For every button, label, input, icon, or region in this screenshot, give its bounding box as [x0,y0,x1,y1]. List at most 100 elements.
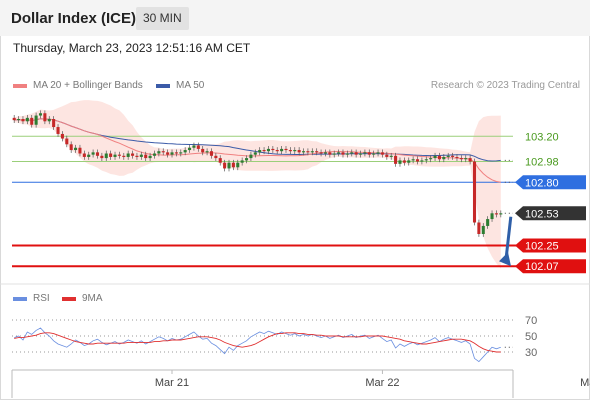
candle-body [332,153,336,155]
candle-body [30,117,34,125]
candle-body [280,148,284,152]
candle-body [389,155,393,157]
legend-rsi-ma-label: 9MA [82,293,103,304]
legend-ma20-label: MA 20 + Bollinger Bands [33,80,143,91]
candle-body [47,119,51,122]
candle-body [363,152,367,154]
candle-body [60,133,64,139]
candle-body [113,154,117,157]
header-bar: Dollar Index (ICE) 30 MIN [0,0,590,36]
legend-ma50: MA 50 [156,80,204,91]
candle-body [74,147,78,151]
candle-body [100,155,104,159]
candle-body [415,159,420,162]
candle-body [126,153,130,157]
candle-body [293,150,297,152]
level-label-103.20: 103.20 [525,131,559,143]
legend-rsi-ma: 9MA [62,293,103,304]
candle-body [407,160,411,163]
candle-body [174,152,178,154]
candle-body [218,158,222,163]
candle-body [275,150,279,152]
candle-body [91,152,95,155]
bollinger-band [14,100,501,269]
candle-body [12,117,16,121]
candle-body [468,158,472,162]
candle-body [21,119,25,122]
candle-body [323,152,327,154]
ma20-line [14,118,501,183]
price-tag-102.80 [515,175,586,190]
candle-body [442,156,446,160]
forecast-arrow-head [499,252,511,267]
candle-body [205,151,209,153]
candle-body [367,152,371,155]
candle-body [196,145,200,149]
candle-body [328,152,332,155]
candle-body [402,160,406,163]
rsi-tick-30: 30 [525,347,537,359]
candle-body [161,151,165,153]
rsi-tick-70: 70 [525,315,537,327]
candle-body [157,151,161,154]
candle-body [95,152,100,156]
candle-body [104,153,108,159]
candle-body [209,151,214,156]
candle-body [337,152,341,154]
candle-body [148,155,152,159]
level-label-102.98: 102.98 [525,157,559,169]
ma20-swatch [13,83,27,88]
candle-body [376,152,380,154]
candle-body [258,150,262,153]
candle-body [380,152,384,155]
candle-body [429,158,433,160]
candle-body [240,160,244,163]
candle-body [398,160,402,164]
candle-body [385,154,389,157]
chart-datetime: Thursday, March 23, 2023 12:51:16 AM CET [13,41,251,55]
x-label-Mar-21: Mar 21 [155,377,189,389]
candle-body [214,155,218,159]
candle-body [17,119,21,121]
candle-body [499,213,503,215]
candle-body [350,152,354,154]
candle-body [411,159,415,161]
candle-body [262,150,266,152]
instrument-title: Dollar Index (ICE) [11,10,137,27]
candle-body [52,119,56,128]
candle-body [166,152,170,155]
legend-ma50-label: MA 50 [176,80,205,91]
timeframe-badge[interactable]: 30 MIN [136,7,189,30]
candle-body [341,152,345,155]
candle-body [372,153,376,155]
rsi-swatch [13,296,27,301]
candle-body [315,151,319,153]
candle-body [420,160,424,162]
candle-body [38,113,43,116]
candle-body [345,153,349,155]
candle-body [446,155,450,157]
candle-body [87,154,91,157]
x-label-Mar-22: Mar 22 [365,377,399,389]
candle-body [82,153,86,157]
candle-body [69,144,73,151]
candle-body [109,153,113,157]
candle-body [358,153,363,155]
candle-body [131,153,135,156]
candle-body [65,138,69,145]
candle-body [253,152,257,155]
price-tag-102.07 [515,259,586,274]
candle-body [433,155,437,159]
price-tag-text-102.07: 102.07 [525,261,559,273]
candle-body [424,159,428,161]
candle-body [231,162,235,168]
candle-body [477,222,481,234]
forecast-arrow [504,216,513,260]
candle-body [117,154,121,156]
candle-body [301,151,306,153]
candle-body [284,148,288,151]
candle-body [144,154,148,159]
candle-body [183,150,187,153]
candle-body [135,155,139,157]
